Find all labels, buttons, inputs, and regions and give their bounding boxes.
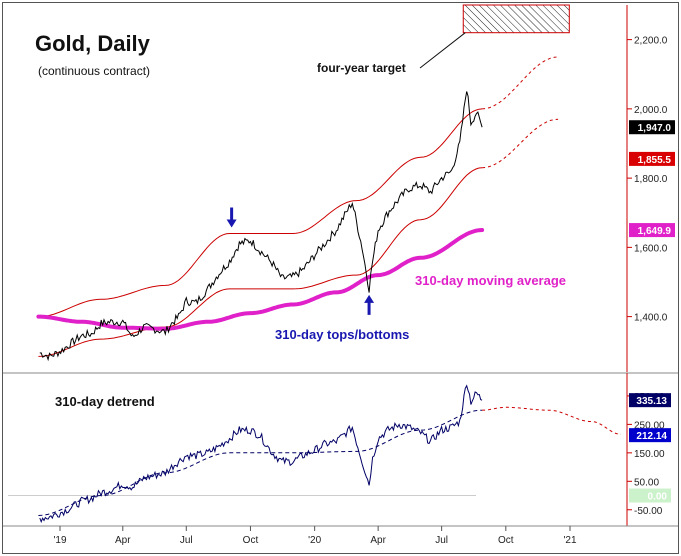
target-leader-line [419,32,466,69]
lower-channel-line [38,167,483,357]
x-tick-label: '19 [53,535,66,546]
four-year-target-box [462,4,570,34]
price-series [36,56,559,362]
detrend-tick-label: 150.00 [634,449,665,460]
price-tick-label: 1,400.0 [634,313,668,324]
x-tick-label: Apr [115,535,131,546]
detrend-projection-line [482,406,621,435]
detrend-value-labels: 335.13 212.14 0.00 [629,393,671,503]
detrend-tick-label: 250.00 [634,420,665,431]
detrend-value-text: 0.00 [648,492,668,503]
detrend-trend-line [38,409,483,516]
detrend-value-badge [629,393,671,408]
upper-channel-projection [482,56,559,110]
moving-average-line [36,228,485,331]
price-tick-label: 2,200.0 [634,36,668,47]
price-tick-label: 1,800.0 [634,174,668,185]
detrend-line [39,384,483,524]
detrend-value-text: 335.13 [636,396,667,407]
detrend-value-badge [629,488,671,503]
annotation-moving-average: 310-day moving average [415,273,566,288]
detrend-series [8,384,621,524]
price-tick-label: 1,600.0 [634,243,668,254]
detrend-value-badge [629,428,671,443]
price-y-ticks: 1,400.0 1,600.0 1,800.0 2,000.0 2,200.0 [627,36,668,324]
top-arrow-down [226,207,237,228]
x-tick-label: Apr [370,535,386,546]
price-value-labels: 1,947.0 1,855.5 1,649.9 [629,120,675,238]
price-value-badge [629,223,675,238]
chart-subtitle: (continuous contract) [38,64,150,78]
detrend-value-text: 212.14 [636,431,667,442]
x-tick-label: Jul [180,535,193,546]
annotation-four-year-target: four-year target [317,61,406,75]
price-value-text: 1,855.5 [638,155,672,166]
chart-title: Gold, Daily [35,31,151,56]
annotation-tops-bottoms: 310-day tops/bottoms [275,327,409,342]
price-panel: 1,400.0 1,600.0 1,800.0 2,000.0 2,200.0 1,94… [36,4,675,372]
price-value-badge [629,120,675,135]
lower-channel-projection [482,118,559,169]
price-value-text: 1,947.0 [638,123,672,134]
detrend-tick-label: -50.00 [634,506,663,517]
bottom-arrow-up [364,294,375,315]
upper-channel-line [38,108,483,318]
target-box-group [462,4,570,34]
gold-price-line [39,91,483,362]
x-tick-label: '20 [308,535,321,546]
price-tick-label: 2,000.0 [634,105,668,116]
x-tick-label: Oct [498,535,514,546]
x-axis-ticks: '19 Apr Jul Oct '20 Apr Jul Oct '21 [53,526,577,546]
detrend-tick-label: 50.00 [634,477,659,488]
price-value-text: 1,649.9 [638,226,672,237]
x-tick-label: Jul [435,535,448,546]
detrend-title: 310-day detrend [55,394,155,409]
price-value-badge [629,151,675,166]
x-tick-label: '21 [563,535,576,546]
x-tick-label: Oct [243,535,259,546]
top-bottom-arrows [226,207,375,315]
